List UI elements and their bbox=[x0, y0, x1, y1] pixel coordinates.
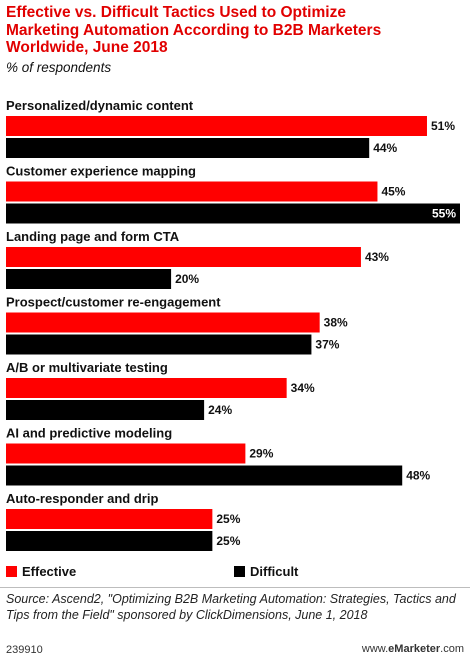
value-label-difficult: 44% bbox=[373, 141, 397, 155]
bar-difficult bbox=[6, 465, 403, 486]
bar-chart: Personalized/dynamic content 51% 44% Custom… bbox=[6, 98, 460, 551]
bar-effective bbox=[6, 312, 320, 333]
value-label-difficult: 24% bbox=[208, 403, 232, 417]
value-label-difficult: 25% bbox=[216, 534, 240, 548]
legend-swatch-difficult bbox=[234, 566, 245, 577]
bar-effective bbox=[6, 247, 361, 267]
value-label-difficult: 55% bbox=[432, 207, 456, 221]
bar-effective bbox=[6, 116, 427, 136]
chart-title: Effective vs. Difficult Tactics Used to … bbox=[6, 4, 382, 56]
legend-label-difficult: Difficult bbox=[250, 564, 299, 579]
value-label-effective: 38% bbox=[324, 316, 348, 330]
category-label: A/B or multivariate testing bbox=[6, 360, 168, 375]
bar-difficult bbox=[6, 138, 370, 158]
value-label-effective: 43% bbox=[365, 250, 389, 264]
chart-id: 239910 bbox=[6, 644, 43, 656]
bar-difficult bbox=[6, 400, 205, 420]
brand-suffix: .com bbox=[440, 643, 464, 655]
bar-difficult bbox=[6, 269, 172, 289]
category-label: Landing page and form CTA bbox=[6, 229, 180, 244]
legend-swatch-effective bbox=[6, 566, 17, 577]
bar-effective bbox=[6, 509, 213, 529]
value-label-difficult: 37% bbox=[315, 338, 339, 352]
brand-credit: www.eMarketer.com bbox=[362, 643, 464, 655]
bar-effective bbox=[6, 378, 287, 398]
category-label: Personalized/dynamic content bbox=[6, 98, 194, 113]
value-label-effective: 25% bbox=[216, 512, 240, 526]
brand-name: eMarketer bbox=[388, 643, 441, 655]
category-label: AI and predictive modeling bbox=[6, 426, 172, 441]
value-label-effective: 45% bbox=[381, 185, 405, 199]
category-label: Customer experience mapping bbox=[6, 164, 196, 179]
footer-divider bbox=[0, 587, 470, 588]
value-label-effective: 51% bbox=[431, 119, 455, 133]
legend-item-difficult: Difficult bbox=[234, 564, 298, 579]
bar-difficult bbox=[6, 334, 312, 355]
value-label-difficult: 48% bbox=[406, 469, 430, 483]
bar-effective bbox=[6, 181, 378, 202]
value-label-effective: 34% bbox=[291, 381, 315, 395]
bar-effective bbox=[6, 443, 246, 464]
brand-prefix: www. bbox=[361, 643, 389, 655]
bar-difficult bbox=[6, 203, 460, 224]
chart-subtitle: % of respondents bbox=[6, 60, 112, 75]
bar-difficult bbox=[6, 531, 213, 551]
legend-label-effective: Effective bbox=[22, 564, 77, 579]
source-note: Source: Ascend2, "Optimizing B2B Marketi… bbox=[6, 592, 456, 622]
category-label: Auto-responder and drip bbox=[6, 491, 158, 506]
category-label: Prospect/customer re-engagement bbox=[6, 295, 221, 310]
value-label-difficult: 20% bbox=[175, 272, 199, 286]
value-label-effective: 29% bbox=[249, 447, 273, 461]
legend-item-effective: Effective bbox=[6, 564, 76, 579]
